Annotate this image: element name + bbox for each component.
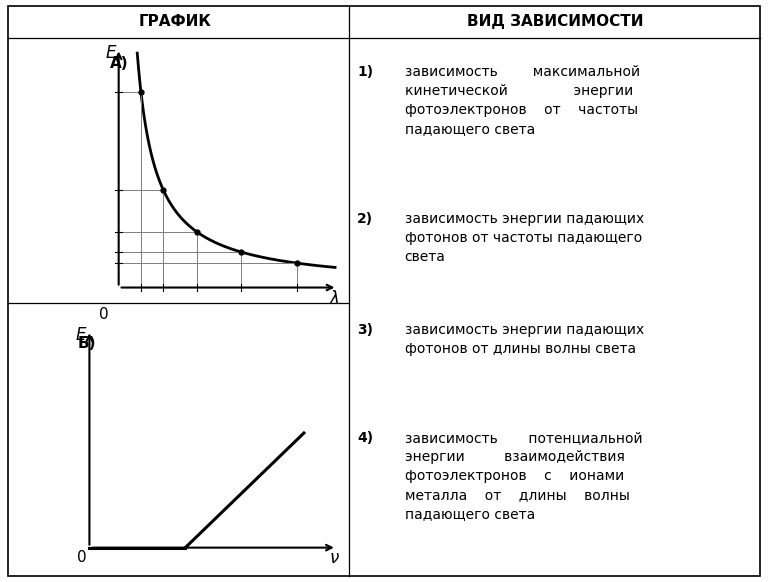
Text: А): А) bbox=[110, 56, 128, 70]
Text: 0: 0 bbox=[99, 307, 108, 322]
Text: зависимость        максимальной
кинетической               энергии
фотоэлектроно: зависимость максимальной кинетической эн… bbox=[405, 65, 640, 136]
Text: 2): 2) bbox=[357, 212, 373, 226]
Text: 3): 3) bbox=[357, 323, 373, 337]
Text: ВИД ЗАВИСИМОСТИ: ВИД ЗАВИСИМОСТИ bbox=[467, 15, 643, 29]
Text: 4): 4) bbox=[357, 431, 373, 445]
Text: зависимость энергии падающих
фотонов от частоты падающего
света: зависимость энергии падающих фотонов от … bbox=[405, 212, 644, 264]
Text: Б): Б) bbox=[78, 336, 97, 351]
Text: λ: λ bbox=[330, 289, 340, 307]
Text: 0: 0 bbox=[77, 550, 87, 565]
Text: зависимость       потенциальной
энергии         взаимодействия
фотоэлектронов   : зависимость потенциальной энергии взаимо… bbox=[405, 431, 642, 520]
Text: зависимость энергии падающих
фотонов от длины волны света: зависимость энергии падающих фотонов от … bbox=[405, 323, 644, 356]
Text: ν: ν bbox=[329, 549, 339, 567]
Text: E: E bbox=[75, 326, 86, 344]
Text: ГРАФИК: ГРАФИК bbox=[138, 15, 211, 29]
Text: 1): 1) bbox=[357, 65, 373, 79]
Text: E: E bbox=[106, 44, 116, 62]
